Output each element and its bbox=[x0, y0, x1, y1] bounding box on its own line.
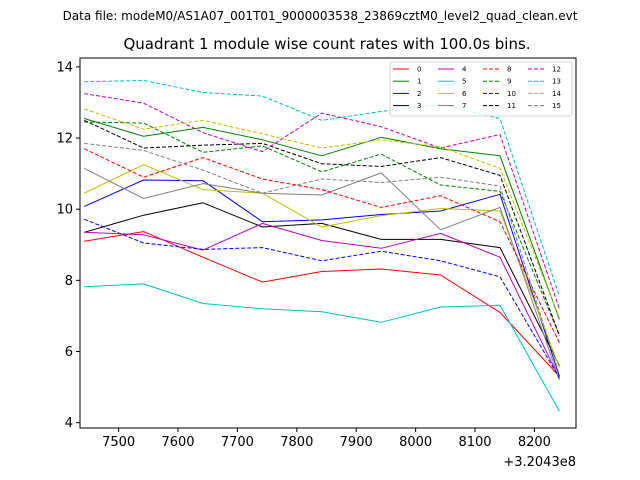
y-tick-label: 4 bbox=[65, 416, 73, 431]
legend-label-0: 0 bbox=[417, 66, 421, 74]
x-tick-label: 7500 bbox=[102, 435, 135, 450]
legend-label-15: 15 bbox=[552, 102, 561, 110]
legend-label-1: 1 bbox=[417, 78, 421, 86]
series-line-6 bbox=[83, 164, 560, 368]
x-axis: 7500 7600 7700 7800 7900 8000 8100 8200 bbox=[102, 428, 551, 450]
x-tick-label: 7600 bbox=[161, 435, 194, 450]
legend-label-11: 11 bbox=[507, 102, 516, 110]
series-line-3 bbox=[84, 202, 560, 366]
series-line-5 bbox=[84, 283, 560, 412]
legend-label-10: 10 bbox=[507, 90, 516, 98]
series-line-8 bbox=[83, 148, 560, 343]
series-line-7 bbox=[83, 167, 560, 381]
legend-label-14: 14 bbox=[552, 90, 561, 98]
y-tick-label: 12 bbox=[56, 132, 73, 147]
plot-frame bbox=[79, 57, 577, 429]
y-tick-label: 8 bbox=[65, 274, 73, 289]
legend-label-8: 8 bbox=[507, 66, 511, 74]
x-tick-label: 7900 bbox=[340, 435, 373, 450]
series-line-1 bbox=[84, 118, 560, 320]
x-tick-label: 8200 bbox=[518, 435, 551, 450]
chart-title: Quadrant 1 module wise count rates with … bbox=[123, 35, 530, 53]
x-axis-offset-label: +3.2043e8 bbox=[503, 455, 576, 470]
y-axis: 4 6 8 10 12 14 bbox=[56, 60, 80, 431]
series-line-15 bbox=[84, 142, 560, 375]
series-line-4 bbox=[84, 222, 560, 379]
legend-label-4: 4 bbox=[462, 66, 467, 74]
legend-box bbox=[389, 61, 573, 117]
legend-label-7: 7 bbox=[462, 102, 466, 110]
legend-label-12: 12 bbox=[552, 66, 561, 74]
x-tick-label: 7700 bbox=[221, 435, 254, 450]
series-line-9 bbox=[84, 121, 560, 336]
legend-label-9: 9 bbox=[507, 78, 511, 86]
series-line-0 bbox=[84, 231, 560, 377]
y-tick-label: 14 bbox=[56, 60, 73, 75]
series-line-12 bbox=[84, 93, 560, 309]
data-file-label: Data file: modeM0/AS1A07_001T01_90000035… bbox=[63, 9, 578, 23]
series-layer bbox=[83, 79, 560, 412]
legend-label-6: 6 bbox=[462, 90, 467, 98]
y-tick-label: 10 bbox=[56, 203, 73, 218]
legend-label-13: 13 bbox=[552, 78, 561, 86]
series-line-14 bbox=[84, 108, 560, 318]
legend-label-3: 3 bbox=[417, 102, 421, 110]
y-tick-label: 6 bbox=[65, 345, 73, 360]
legend-label-2: 2 bbox=[417, 90, 421, 98]
x-tick-label: 8000 bbox=[399, 435, 432, 450]
x-tick-label: 8100 bbox=[458, 435, 491, 450]
series-line-11 bbox=[83, 119, 560, 336]
legend-label-5: 5 bbox=[462, 78, 466, 86]
series-line-2 bbox=[83, 179, 560, 377]
x-tick-label: 7800 bbox=[280, 435, 313, 450]
series-line-10 bbox=[84, 218, 560, 379]
